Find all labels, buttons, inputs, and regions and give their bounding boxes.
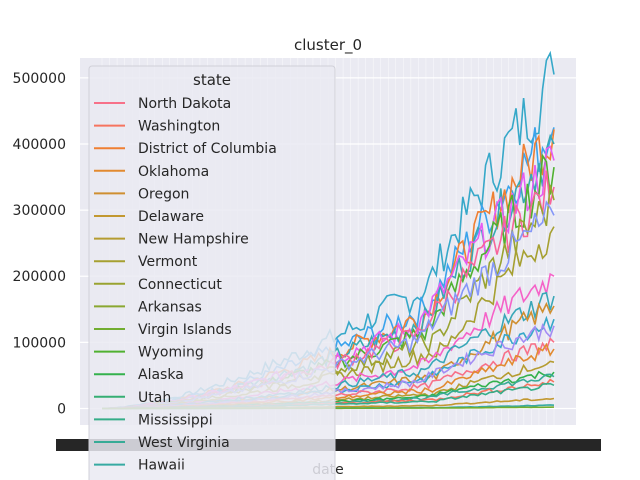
legend-label: Alaska	[138, 367, 184, 383]
x-tick-label	[495, 439, 505, 451]
x-tick-label	[435, 439, 445, 451]
legend-label: Mississippi	[138, 412, 213, 428]
x-tick-label	[531, 439, 541, 451]
y-tick-label: 100000	[13, 335, 66, 351]
x-tick-label	[459, 439, 469, 451]
x-tick-label	[507, 439, 517, 451]
x-tick-label	[501, 439, 511, 451]
x-tick-label	[543, 439, 553, 451]
y-tick-label: 400000	[13, 137, 66, 153]
x-tick-label	[429, 439, 439, 451]
legend-label: Hawaii	[138, 458, 185, 474]
legend-label: Connecticut	[138, 277, 222, 293]
chart-title: cluster_0	[294, 36, 362, 55]
x-tick-label	[62, 439, 72, 451]
x-tick-label	[357, 439, 367, 451]
x-tick-label	[549, 439, 559, 451]
legend-label: North Dakota	[138, 96, 231, 112]
x-tick-label	[441, 439, 451, 451]
y-tick-label: 500000	[13, 71, 66, 87]
x-tick-label	[567, 439, 577, 451]
legend-label: Arkansas	[138, 299, 202, 315]
x-tick-label	[513, 439, 523, 451]
legend-label: New Hampshire	[138, 232, 249, 248]
x-tick-label	[363, 439, 373, 451]
x-tick-label	[80, 439, 90, 451]
legend-label: Washington	[138, 119, 220, 135]
x-tick-label	[68, 439, 78, 451]
x-tick-label	[387, 439, 397, 451]
legend-box	[88, 65, 336, 480]
x-tick-label	[555, 439, 565, 451]
x-tick-label	[483, 439, 493, 451]
legend-label: West Virginia	[138, 435, 230, 451]
x-tick-label	[453, 439, 463, 451]
x-tick-label	[333, 439, 343, 451]
legend-label: Delaware	[138, 209, 204, 225]
x-tick-label	[417, 439, 427, 451]
x-tick-label	[369, 439, 379, 451]
x-tick-label	[477, 439, 487, 451]
x-tick-label	[471, 439, 481, 451]
legend-label: Oklahoma	[138, 164, 209, 180]
x-tick-label	[351, 439, 361, 451]
x-tick-label	[399, 439, 409, 451]
x-tick-label	[561, 439, 571, 451]
y-tick-label: 300000	[13, 203, 66, 219]
x-tick-label	[489, 439, 499, 451]
x-tick-label	[579, 439, 589, 451]
x-tick-label	[573, 439, 583, 451]
legend-label: Virgin Islands	[138, 322, 232, 338]
x-tick-label	[447, 439, 457, 451]
x-tick-label	[537, 439, 547, 451]
x-tick-label	[74, 439, 84, 451]
y-tick-label: 200000	[13, 269, 66, 285]
legend-label: Utah	[138, 390, 171, 406]
legend-label: District of Columbia	[138, 141, 277, 157]
x-tick-label	[393, 439, 403, 451]
x-tick-label	[381, 439, 391, 451]
x-tick-label	[405, 439, 415, 451]
x-tick-label	[56, 439, 65, 451]
legend-label: Wyoming	[138, 345, 204, 361]
y-tick-label: 0	[57, 401, 66, 417]
x-tick-label	[339, 439, 349, 451]
x-tick-label	[525, 439, 535, 451]
x-tick-label	[592, 439, 601, 451]
x-tick-label	[519, 439, 529, 451]
x-tick-label	[423, 439, 433, 451]
legend-title: state	[193, 71, 231, 89]
x-tick-label	[345, 439, 355, 451]
legend-label: Oregon	[138, 186, 189, 202]
x-tick-label	[465, 439, 475, 451]
x-tick-label	[375, 439, 385, 451]
x-tick-label	[411, 439, 421, 451]
legend-label: Vermont	[138, 254, 198, 270]
x-tick-label	[585, 439, 595, 451]
